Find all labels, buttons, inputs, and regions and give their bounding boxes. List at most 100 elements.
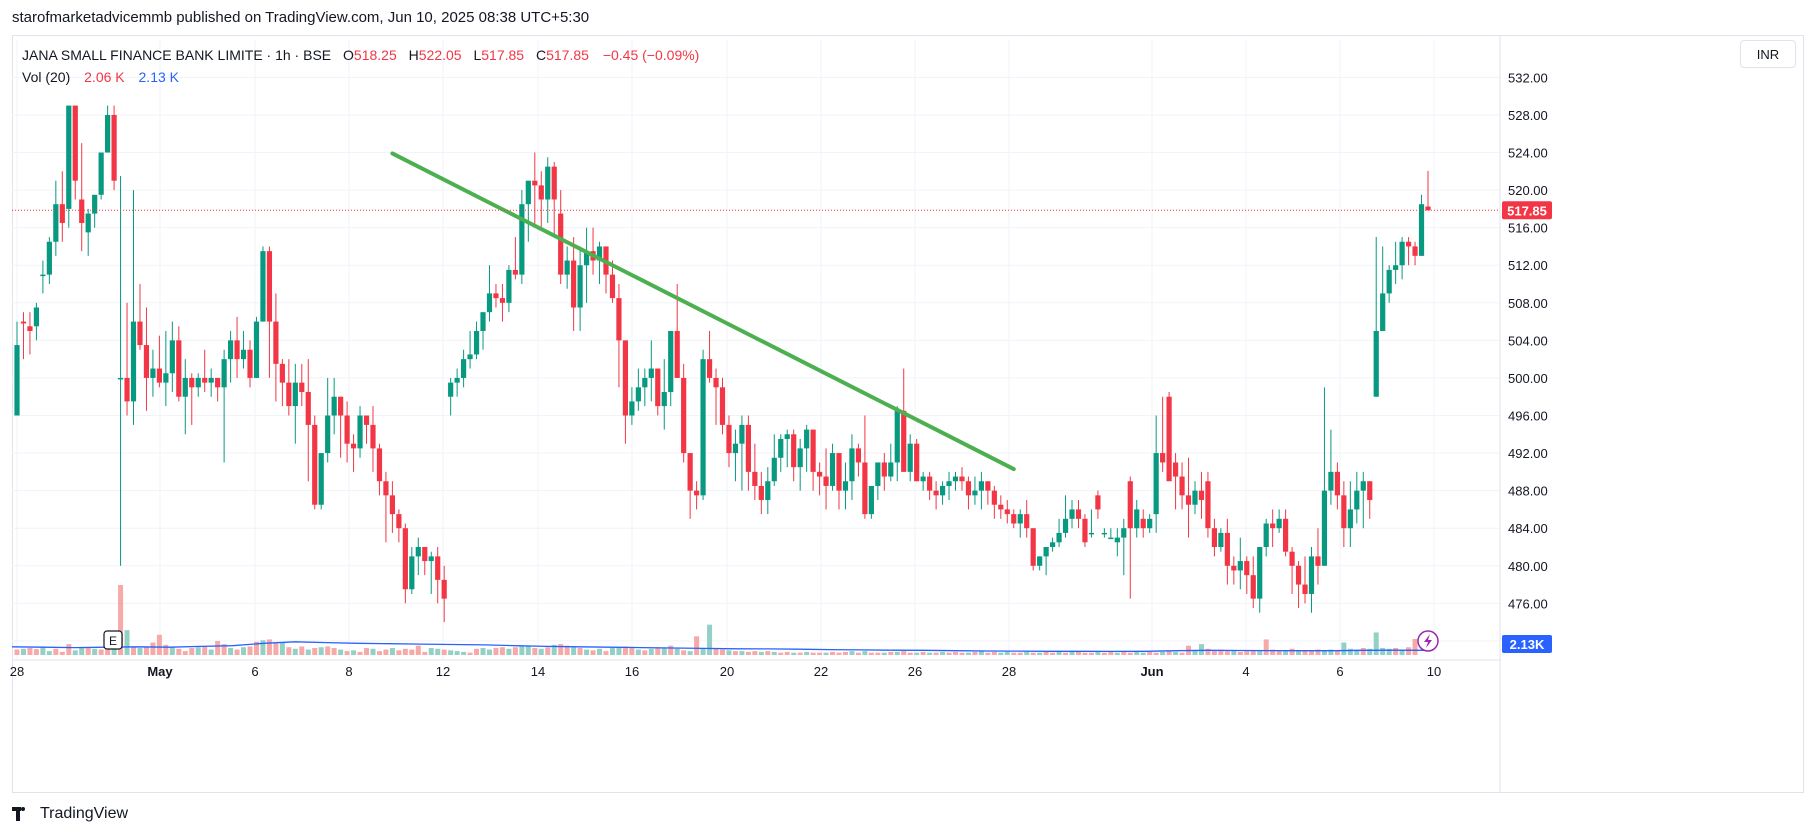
change-value: −0.45 (−0.09%) <box>602 47 700 63</box>
candle-body <box>215 377 221 388</box>
volume-bar <box>642 650 648 655</box>
candle-body <box>266 251 273 322</box>
candle-body <box>1244 561 1250 576</box>
volume-bar <box>1231 650 1237 655</box>
volume-bar <box>953 651 959 655</box>
volume-bar <box>1406 647 1412 655</box>
volume-bar <box>551 644 557 655</box>
volume-bar <box>830 651 836 655</box>
candle-body <box>1101 532 1107 535</box>
tradingview-logo-icon <box>12 807 34 821</box>
x-tick-label: 28 <box>10 664 24 679</box>
volume-bar <box>1386 648 1392 655</box>
candle-body <box>933 490 939 496</box>
volume-bar <box>234 649 240 655</box>
volume-bar <box>1030 652 1036 655</box>
candle-body <box>855 448 862 463</box>
volume-bar <box>1075 651 1081 655</box>
volume-bar <box>1160 651 1166 655</box>
volume-bar <box>1004 651 1010 655</box>
volume-bar <box>648 648 654 655</box>
volume-bar <box>415 645 421 655</box>
volume-bar <box>1276 650 1282 655</box>
candle-body <box>1328 471 1334 491</box>
volume-bar <box>1393 648 1399 655</box>
trendline <box>390 151 1016 472</box>
candle-body <box>1198 490 1205 501</box>
volume-bar <box>195 647 201 655</box>
currency-button[interactable]: INR <box>1740 40 1796 68</box>
candle-body <box>72 105 78 181</box>
x-tick-label: 6 <box>1336 664 1343 679</box>
volume-bar <box>1095 651 1101 655</box>
candle-body <box>1030 528 1036 566</box>
candle-body <box>752 471 758 486</box>
x-tick-label: 28 <box>1002 664 1016 679</box>
chart-legend: JANA SMALL FINANCE BANK LIMITE · 1h · BS… <box>22 44 699 88</box>
candle-body <box>1257 546 1263 599</box>
candle-body <box>538 185 544 200</box>
volume-value: 2.06 K <box>84 69 125 85</box>
candle-body <box>991 490 997 505</box>
candle-body <box>920 476 926 482</box>
volume-bar <box>46 651 52 655</box>
candle-body <box>279 363 285 383</box>
candle-body <box>486 293 493 313</box>
y-tick-label: 476.00 <box>1508 596 1548 611</box>
candle-body <box>706 359 713 378</box>
volume-bar <box>1412 638 1418 655</box>
volume-bar <box>40 646 46 655</box>
candle-body <box>629 401 635 416</box>
symbol-label[interactable]: JANA SMALL FINANCE BANK LIMITE · 1h · BS… <box>22 47 332 63</box>
candle-body <box>765 481 771 501</box>
volume-bar <box>486 649 492 655</box>
candle-body <box>532 180 538 186</box>
volume-bar <box>266 639 272 655</box>
volume-bar <box>20 648 26 655</box>
candle-body <box>506 269 512 303</box>
candle-body <box>758 485 764 501</box>
volume-bar <box>940 651 946 655</box>
low-label: L <box>473 47 482 63</box>
volume-bar <box>584 649 590 655</box>
volume-bar <box>247 646 253 655</box>
candle-body <box>810 429 816 472</box>
candle-body <box>221 359 227 388</box>
candle-body <box>1192 490 1198 505</box>
candle-body <box>435 556 441 580</box>
volume-bar <box>1289 648 1295 655</box>
candle-body <box>376 448 383 482</box>
volume-bar <box>700 648 706 655</box>
candle-body <box>14 345 20 416</box>
volume-bar <box>1296 650 1302 655</box>
candle-body <box>1172 462 1179 477</box>
volume-bar <box>66 644 72 655</box>
volume-bar <box>998 652 1004 655</box>
volume-bar <box>836 652 842 655</box>
candle-body <box>202 377 208 383</box>
volume-bar <box>312 648 318 655</box>
candle-body <box>1237 561 1243 571</box>
candle-body <box>53 204 59 242</box>
volume-bar <box>480 648 486 655</box>
y-tick-label: 480.00 <box>1508 559 1548 574</box>
volume-bar <box>784 651 790 655</box>
volume-bar <box>344 651 350 655</box>
candle-body <box>1373 330 1379 397</box>
volume-bar <box>1347 648 1353 655</box>
last-price-label: 517.85 <box>1507 203 1547 218</box>
volume-label[interactable]: Vol (20) <box>22 69 71 85</box>
volume-bar <box>202 646 208 655</box>
volume-bar <box>1192 650 1198 655</box>
volume-bar <box>215 641 221 655</box>
volume-bar <box>156 634 162 655</box>
volume-bar <box>1017 652 1023 655</box>
candle-body <box>1231 565 1237 571</box>
candle-body <box>33 307 40 327</box>
candle-body <box>998 504 1004 510</box>
volume-bar <box>590 650 596 655</box>
chart-frame <box>12 35 1804 793</box>
volume-bar <box>1114 652 1120 655</box>
volume-bar <box>292 648 298 655</box>
